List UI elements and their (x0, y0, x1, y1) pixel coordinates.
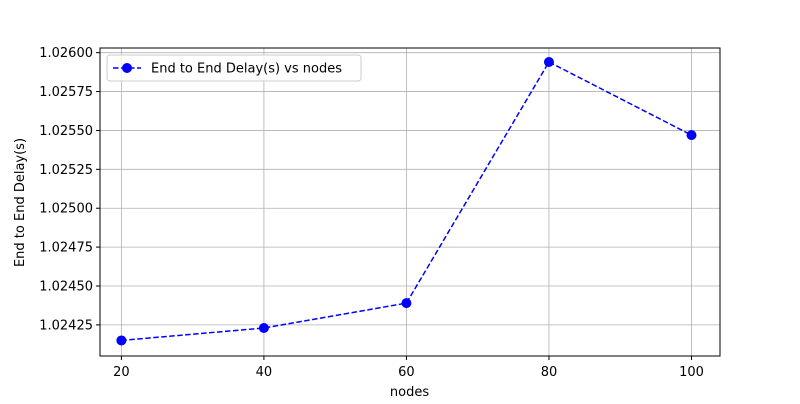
series-line-0 (121, 61, 692, 342)
data-point-3 (543, 57, 554, 67)
legend-label: End to End Delay(s) vs nodes (151, 62, 342, 77)
x-tick-label: 40 (256, 365, 273, 380)
legend: End to End Delay(s) vs nodes (106, 54, 362, 82)
axes-frame (99, 47, 721, 357)
x-tick-label: 20 (113, 365, 130, 380)
axes-layer: 20 40 60 80 100 1.02425 1.02450 1.02475 1.02500 1… (39, 46, 721, 380)
y-tick-label: 1.02475 (39, 241, 93, 256)
data-point-2 (401, 298, 412, 309)
y-tick-label: 1.02500 (39, 202, 93, 217)
data-point-0 (116, 335, 127, 346)
y-tick-label: 1.02525 (39, 163, 93, 178)
data-point-1 (258, 323, 269, 333)
y-tick-label: 1.02425 (39, 318, 93, 333)
data-point-4 (686, 130, 697, 141)
legend-box (106, 54, 362, 82)
y-tick-label: 1.02600 (39, 46, 93, 61)
x-tick-label: 100 (679, 365, 704, 380)
x-tick-label: 80 (541, 365, 558, 380)
x-tick-label: 60 (398, 365, 415, 380)
x-axis-label: nodes (390, 385, 429, 400)
series-layer (116, 57, 697, 346)
y-tick-label: 1.02450 (39, 280, 93, 295)
y-tick-label: 1.02575 (39, 85, 93, 100)
grid-layer (100, 48, 720, 356)
legend-swatch-marker (122, 63, 132, 73)
y-tick-label: 1.02550 (39, 124, 93, 139)
y-axis-label: End to End Delay(s) (13, 138, 28, 267)
